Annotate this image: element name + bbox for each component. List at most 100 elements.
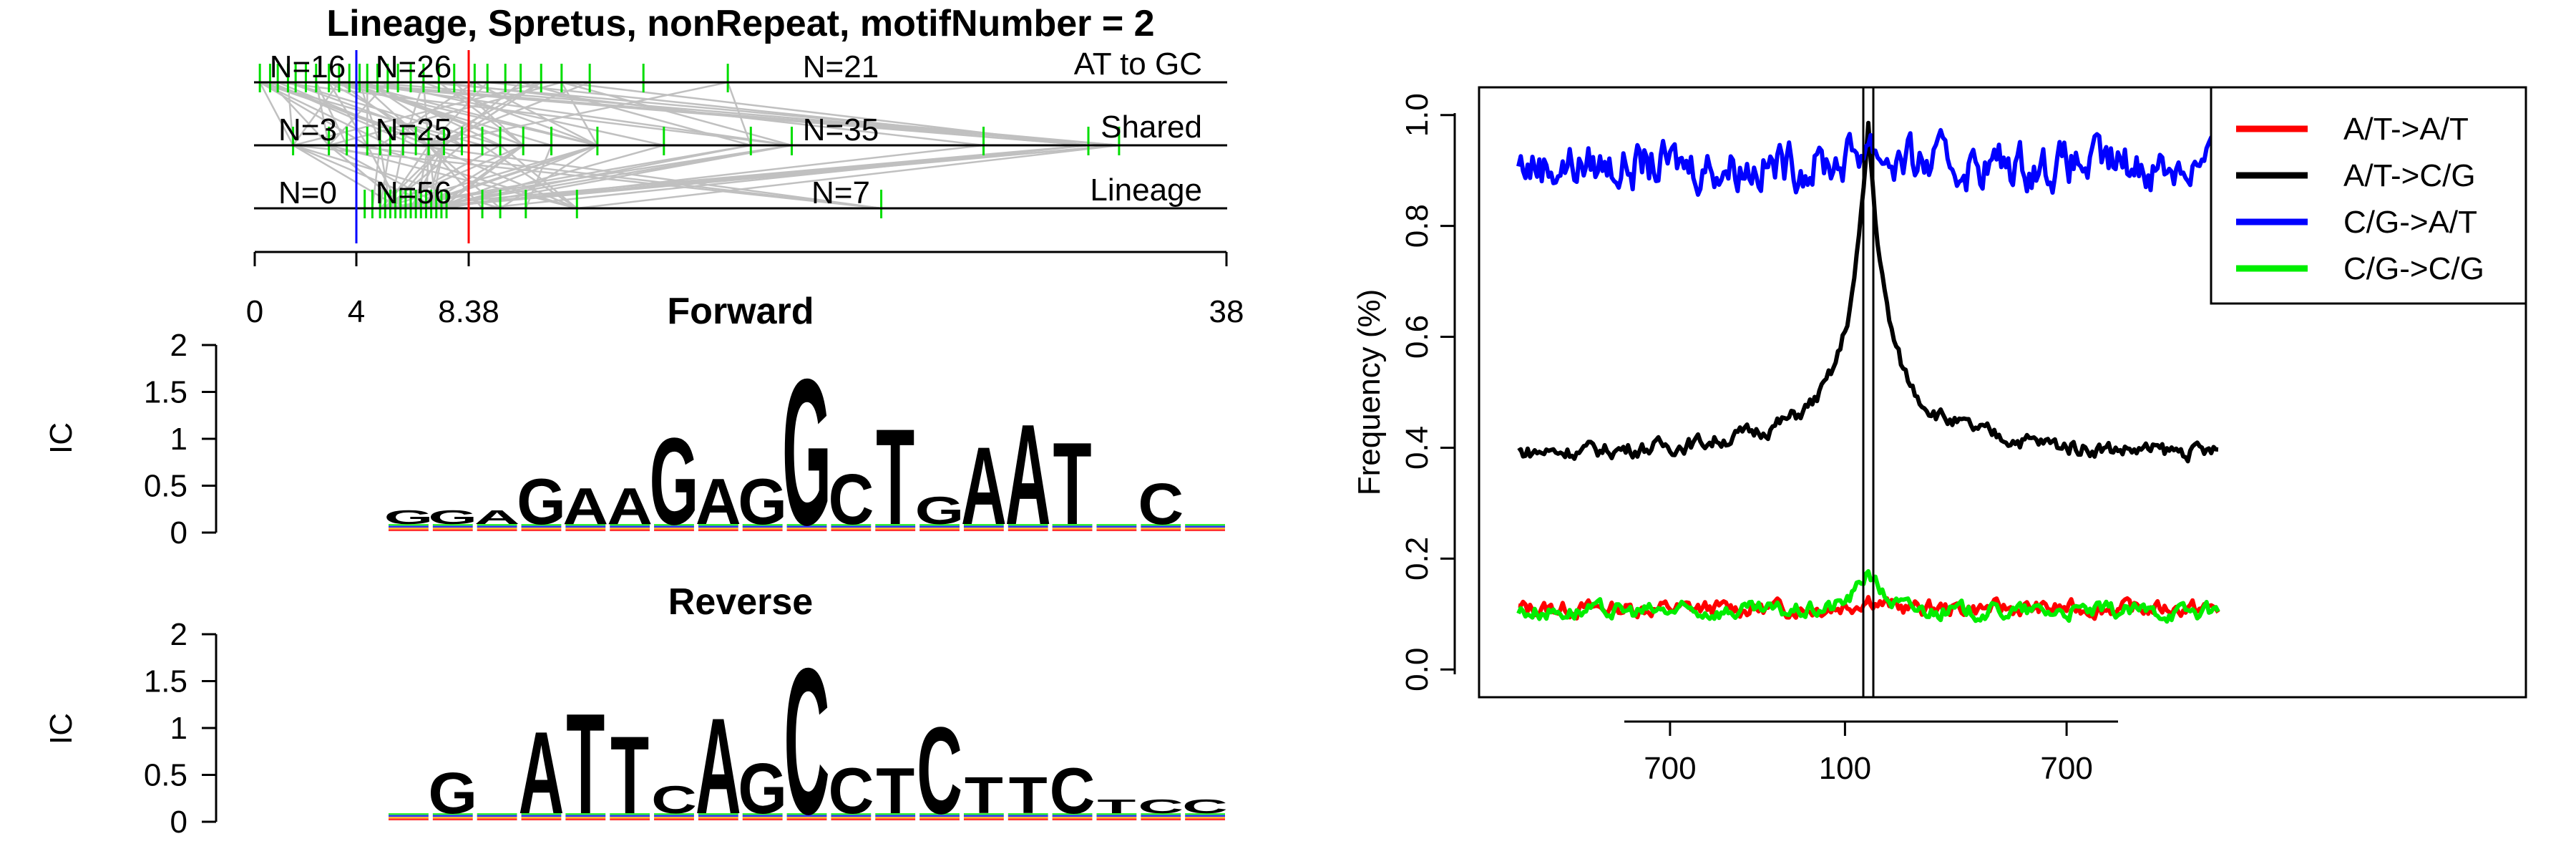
frequency-y-ticks: 0.0 0.2 0.4 0.6 0.8 1.0	[1400, 93, 1455, 691]
logo-residue-c	[477, 525, 517, 528]
logo-residue-g	[875, 817, 916, 819]
reverse-ylabel: IC	[44, 713, 79, 744]
logo-residue-a	[565, 813, 606, 815]
logo-residue-c	[1185, 815, 1225, 817]
logo-letter-t: T	[965, 767, 1003, 825]
logo-letter-a: A	[961, 424, 1007, 548]
logo-residue-c	[1096, 815, 1137, 817]
logo-letter-c: C	[1050, 755, 1096, 828]
y-tick-label: 0.0	[1400, 648, 1435, 691]
logo-residue-g	[389, 528, 429, 530]
logo-residue-a	[1096, 813, 1137, 815]
logo-residue-c	[565, 525, 606, 528]
series-lines	[1516, 120, 2220, 624]
y-tick-label: 2	[170, 328, 187, 363]
logo-residue-a	[919, 813, 960, 815]
logo-residue-g	[1008, 528, 1048, 530]
logo-letter-t: T	[1009, 767, 1048, 825]
logo-residue-g	[521, 817, 562, 819]
logo-residue-g	[919, 817, 960, 819]
reverse-title: Reverse	[668, 581, 813, 623]
logo-residue-a	[1185, 524, 1225, 526]
logo-residue-t	[742, 529, 783, 531]
logo-residue-t	[521, 818, 562, 820]
logo-letter-t: T	[610, 713, 649, 837]
logo-letter-c: C	[917, 702, 962, 840]
logo-letter-g: G	[517, 466, 566, 538]
count-at-to-gc-1: N=16	[270, 49, 346, 84]
diagram-marks	[258, 64, 1121, 218]
logo-residue-t	[919, 818, 960, 820]
logo-residue-a	[1052, 524, 1093, 526]
logo-residue-a	[831, 524, 872, 526]
position-tick-label-0: 0	[246, 294, 263, 329]
logo-residue-a	[831, 813, 872, 815]
logo-residue-g	[831, 817, 872, 819]
logo-residue-t	[698, 529, 738, 531]
logo-residue-t	[1052, 529, 1093, 531]
logo-residue-c	[742, 525, 783, 528]
logo-residue-t	[1052, 818, 1093, 820]
logo-residue-t	[432, 529, 473, 531]
y-tick-label: 0	[170, 805, 187, 840]
logo-residue-g	[610, 817, 650, 819]
logo-residue-t	[1141, 529, 1181, 531]
logo-residue-c	[1008, 815, 1048, 817]
logo-letter-a: A	[562, 477, 608, 535]
logo-residue-a	[1141, 524, 1181, 526]
series-line-1	[1517, 120, 2219, 464]
logo-residue-c	[432, 815, 473, 817]
logo-residue-g	[963, 528, 1004, 530]
logo-residue-c	[919, 815, 960, 817]
y-tick-label: 1.5	[144, 664, 187, 699]
position-diagram: Lineage, Spretus, nonRepeat, motifNumber…	[246, 3, 1244, 329]
logo-residue-g	[1052, 528, 1093, 530]
legend-label-cg-cg: C/G->C/G	[2343, 251, 2484, 286]
logo-residue-a	[1052, 813, 1093, 815]
logo-residue-a	[875, 524, 916, 526]
forward-title: Forward	[667, 291, 814, 332]
logo-residue-a	[698, 524, 738, 526]
logo-residue-g	[919, 528, 960, 530]
count-shared-3: N=35	[803, 112, 879, 147]
count-at-to-gc-3: N=21	[803, 49, 879, 84]
legend-label-at-at: A/T->A/T	[2343, 112, 2469, 147]
logo-residue-a	[654, 813, 694, 815]
count-shared-1: N=3	[278, 112, 337, 147]
count-lineage-1: N=0	[278, 175, 337, 210]
logo-residue-c	[963, 525, 1004, 528]
y-tick-label: 0.5	[144, 469, 187, 504]
position-tick-label-4: 4	[348, 294, 365, 329]
logo-residue-g	[698, 817, 738, 819]
series-line-3	[1516, 569, 2220, 624]
logo-residue-a	[1008, 813, 1048, 815]
logo-residue-g	[831, 528, 872, 530]
logo-residue-t	[831, 818, 872, 820]
logo-letter-a: A	[696, 689, 741, 843]
logo-letter-g: G	[738, 749, 787, 829]
logo-residue-a	[389, 524, 429, 526]
logo-residue-t	[565, 818, 606, 820]
logo-residue-a	[432, 813, 473, 815]
logo-residue-g	[1052, 817, 1093, 819]
frequency-chart: Frequency (%) 0.00.20.40.60.81.0 700 100 7…	[1352, 86, 2527, 786]
logo-residue-c	[610, 525, 650, 528]
y-tick-label: 2	[170, 617, 187, 652]
series-line-2	[1516, 127, 2220, 197]
logo-residue-g	[786, 817, 827, 819]
logo-residue-c	[1096, 525, 1137, 528]
logo-residue-a	[654, 524, 694, 526]
logo-residue-a	[521, 524, 562, 526]
legend-label-at-cg: A/T->C/G	[2343, 158, 2476, 193]
logo-residue-g	[389, 817, 429, 819]
count-shared-2: N=25	[376, 112, 452, 147]
logo-residue-c	[654, 815, 694, 817]
logo-residue-c	[477, 815, 517, 817]
logo-residue-g	[1141, 528, 1181, 530]
logo-residue-g	[963, 817, 1004, 819]
logo-residue-a	[610, 524, 650, 526]
logo-residue-c	[919, 525, 960, 528]
logo-residue-c	[698, 815, 738, 817]
logo-residue-c	[1185, 525, 1225, 528]
